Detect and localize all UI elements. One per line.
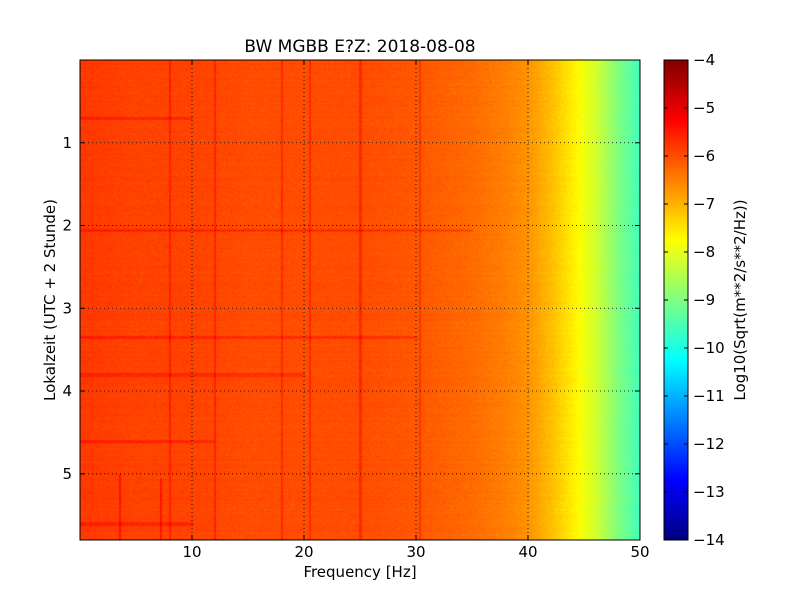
y-tick-label: 1 xyxy=(62,134,72,152)
colorbar-tick-label: −8 xyxy=(693,243,715,261)
y-tick-label: 2 xyxy=(62,217,72,235)
y-axis-label: Lokalzeit (UTC + 2 Stunde) xyxy=(41,199,59,401)
chart-title: BW MGBB E?Z: 2018-08-08 xyxy=(244,37,475,57)
colorbar-tick-label: −12 xyxy=(693,435,725,453)
colorbar-tick-label: −5 xyxy=(693,99,715,117)
y-tick-label: 3 xyxy=(62,299,72,317)
plot-frame xyxy=(79,59,641,541)
y-tick-label: 4 xyxy=(62,382,72,400)
colorbar-tick-label: −14 xyxy=(693,531,725,549)
x-tick-label: 50 xyxy=(630,543,649,561)
y-tick-label: 5 xyxy=(62,465,72,483)
x-tick-label: 20 xyxy=(294,543,313,561)
colorbar-tick-label: −11 xyxy=(693,387,725,405)
colorbar-label: Log10(Sqrt(m**2/s**2/Hz)) xyxy=(731,199,749,400)
x-axis-ticks: 10 20 30 40 50 xyxy=(182,60,650,561)
x-tick-label: 10 xyxy=(182,543,201,561)
x-tick-label: 30 xyxy=(406,543,425,561)
y-axis-ticks: 1 2 3 4 5 xyxy=(62,134,640,483)
colorbar-tick-label: −13 xyxy=(693,483,725,501)
grid-lines xyxy=(80,60,640,540)
colorbar-tick-label: −6 xyxy=(693,147,715,165)
x-axis-label: Frequency [Hz] xyxy=(303,563,416,581)
colorbar-tick-label: −4 xyxy=(693,51,715,69)
colorbar-ticks: −4 −5 −6 −7 −8 −9 −10 −11 −12 −13 −14 xyxy=(664,51,725,549)
colorbar-tick-label: −10 xyxy=(693,339,725,357)
x-tick-label: 40 xyxy=(518,543,537,561)
spectrogram-heatmap xyxy=(80,60,640,540)
colorbar-tick-label: −7 xyxy=(693,195,715,213)
colorbar-tick-label: −9 xyxy=(693,291,715,309)
